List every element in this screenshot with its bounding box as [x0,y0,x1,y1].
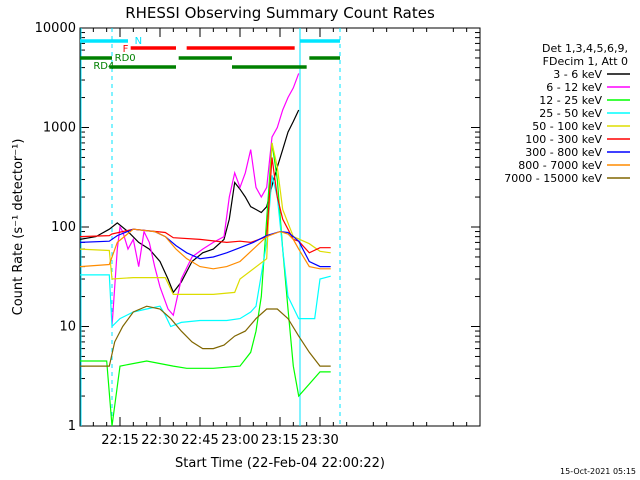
y-tick-label: 100 [51,220,76,235]
series-layer [79,73,331,427]
chart-title: RHESSI Observing Summary Count Rates [125,4,435,22]
y-tick-label: 1000 [43,121,76,136]
y-tick-label: 10000 [35,21,76,36]
series-line-1 [111,73,300,327]
legend-label: 25 - 50 keV [539,107,602,120]
x-tick-label: 23:15 [261,433,298,448]
y-axis-label: Count Rate (s⁻¹ detector⁻¹) [11,139,26,316]
x-tick-label: 23:30 [301,433,338,448]
y-axis: 1 10 100 1000 10000 [35,21,480,434]
x-tick-label: 23:00 [221,433,258,448]
legend-label: 100 - 300 keV [525,133,602,146]
legend-label: 3 - 6 keV [553,68,602,81]
x-tick-label: 22:15 [101,433,138,448]
legend-label: 50 - 100 keV [532,120,602,133]
series-line-8 [80,305,331,367]
legend-header-line-1: Det 1,3,4,5,6,9, [542,42,628,55]
x-tick-label: 22:30 [141,433,178,448]
y-tick-label: 10 [59,320,76,335]
annotation-label-f: F [123,44,129,55]
series-line-4 [79,142,331,295]
plot-area: 1 10 100 1000 10000 22:15 22:30 22:45 23:00 23:1… [35,21,481,448]
footer-timestamp: 15-Oct-2021 05:15 [560,467,636,476]
x-axis-label: Start Time (22-Feb-04 22:00:22) [175,456,385,471]
legend-header-line-2: FDecim 1, Att 0 [543,55,628,68]
legend-label: 7000 - 15000 keV [504,172,602,185]
series-line-7 [79,228,331,270]
observing-boundaries [80,28,341,426]
y-tick-label: 1 [68,419,76,434]
legend-label: 300 - 800 keV [525,146,602,159]
legend-label: 6 - 12 keV [546,81,602,94]
annotation-label-rd4: RD4 [93,61,114,72]
series-line-2 [80,142,331,427]
annotation-label-n: N [135,36,142,47]
legend-label: 12 - 25 keV [539,94,602,107]
legend: Det 1,3,4,5,6,9, FDecim 1, Att 0 3 - 6 k… [504,42,630,185]
legend-label: 800 - 7000 keV [518,159,602,172]
x-axis: 22:15 22:30 22:45 23:00 23:15 23:30 [92,28,468,448]
series-line-0 [79,109,300,294]
series-line-3 [80,175,331,328]
annotation-label-rd0: RD0 [115,53,136,64]
x-tick-label: 22:45 [181,433,218,448]
